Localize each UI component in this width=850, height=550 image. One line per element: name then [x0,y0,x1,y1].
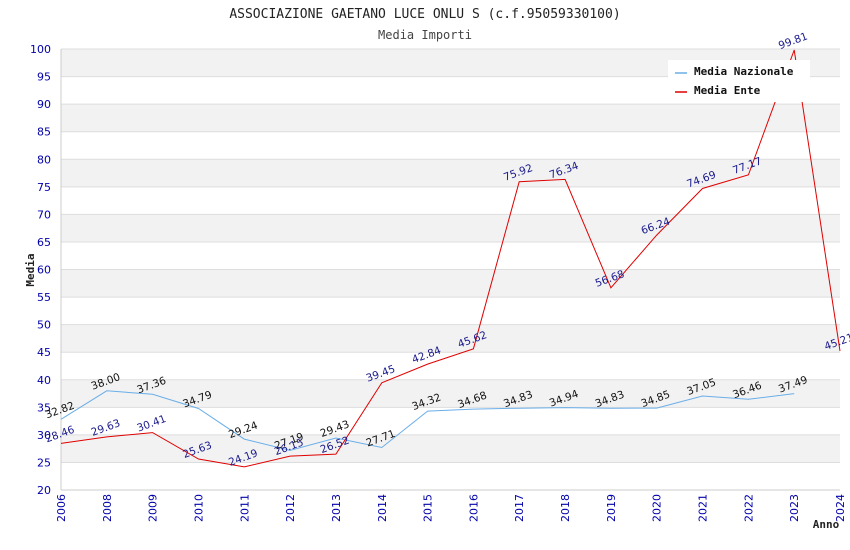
y-tick-label: 65 [37,236,51,249]
x-tick-label: 2014 [376,494,389,522]
y-tick-label: 95 [37,71,51,84]
y-tick-label: 90 [37,98,51,111]
grid-band [61,269,840,298]
x-tick-label: 2008 [101,494,114,522]
x-tick-label: 2017 [513,494,526,522]
chart-title: ASSOCIAZIONE GAETANO LUCE ONLU S (c.f.95… [229,7,620,22]
axes [60,49,840,491]
x-tick-label: 2022 [742,494,755,522]
x-tick-label: 2021 [697,494,710,522]
data-label: 30.41 [135,413,167,435]
y-tick-label: 70 [37,208,51,221]
y-tick-label: 30 [37,429,51,442]
y-tick-label: 55 [37,291,51,304]
y-tick-label: 100 [30,43,51,56]
grid-band [61,434,840,463]
grid-band [61,324,840,353]
legend-label-media-nazionale: Media Nazionale [694,65,794,78]
x-tick-label: 2016 [467,494,480,522]
grid-band [61,214,840,242]
x-tick-label: 2010 [192,494,205,522]
x-tick-labels: 2006 2008 2009 2010 2011 2012 2013 2014 2015 2016… [55,494,847,522]
legend: Media Nazionale Media Ente [668,60,810,102]
y-tick-label: 80 [37,153,51,166]
grid-band [61,379,840,408]
y-tick-label: 60 [37,264,51,277]
x-tick-label: 2023 [788,494,801,522]
y-tick-label: 20 [37,484,51,497]
x-tick-label: 2024 [834,494,847,522]
x-tick-label: 2015 [422,494,435,522]
y-tick-label: 35 [37,401,51,414]
x-tick-label: 2018 [559,494,572,522]
x-axis-label: Anno [813,518,840,531]
y-tick-label: 25 [37,456,51,469]
y-axis-label: Media [24,253,37,286]
x-tick-label: 2006 [55,494,68,522]
x-tick-label: 2012 [284,494,297,522]
x-tick-label: 2013 [330,494,343,522]
series-lines [60,49,841,468]
grid-band [61,159,840,187]
series-line-media-nazionale [60,390,795,451]
y-tick-label: 85 [37,126,51,139]
y-tick-label: 40 [37,374,51,387]
x-tick-label: 2020 [651,494,664,522]
grid-band [61,104,840,132]
series-line-media-ente [60,49,841,468]
x-tick-label: 2011 [238,494,251,522]
y-tick-label: 50 [37,319,51,332]
grid-bands [61,49,840,463]
chart-subtitle: Media Importi [378,28,472,42]
y-tick-label: 75 [37,181,51,194]
y-tick-labels: 20 25 30 35 40 45 50 55 60 65 70 75 80 85 90 95 100 [30,43,51,497]
y-tick-label: 45 [37,346,51,359]
x-tick-label: 2009 [147,494,160,522]
legend-box [668,60,810,102]
x-tick-label: 2019 [605,494,618,522]
legend-label-media-ente: Media Ente [694,84,761,97]
